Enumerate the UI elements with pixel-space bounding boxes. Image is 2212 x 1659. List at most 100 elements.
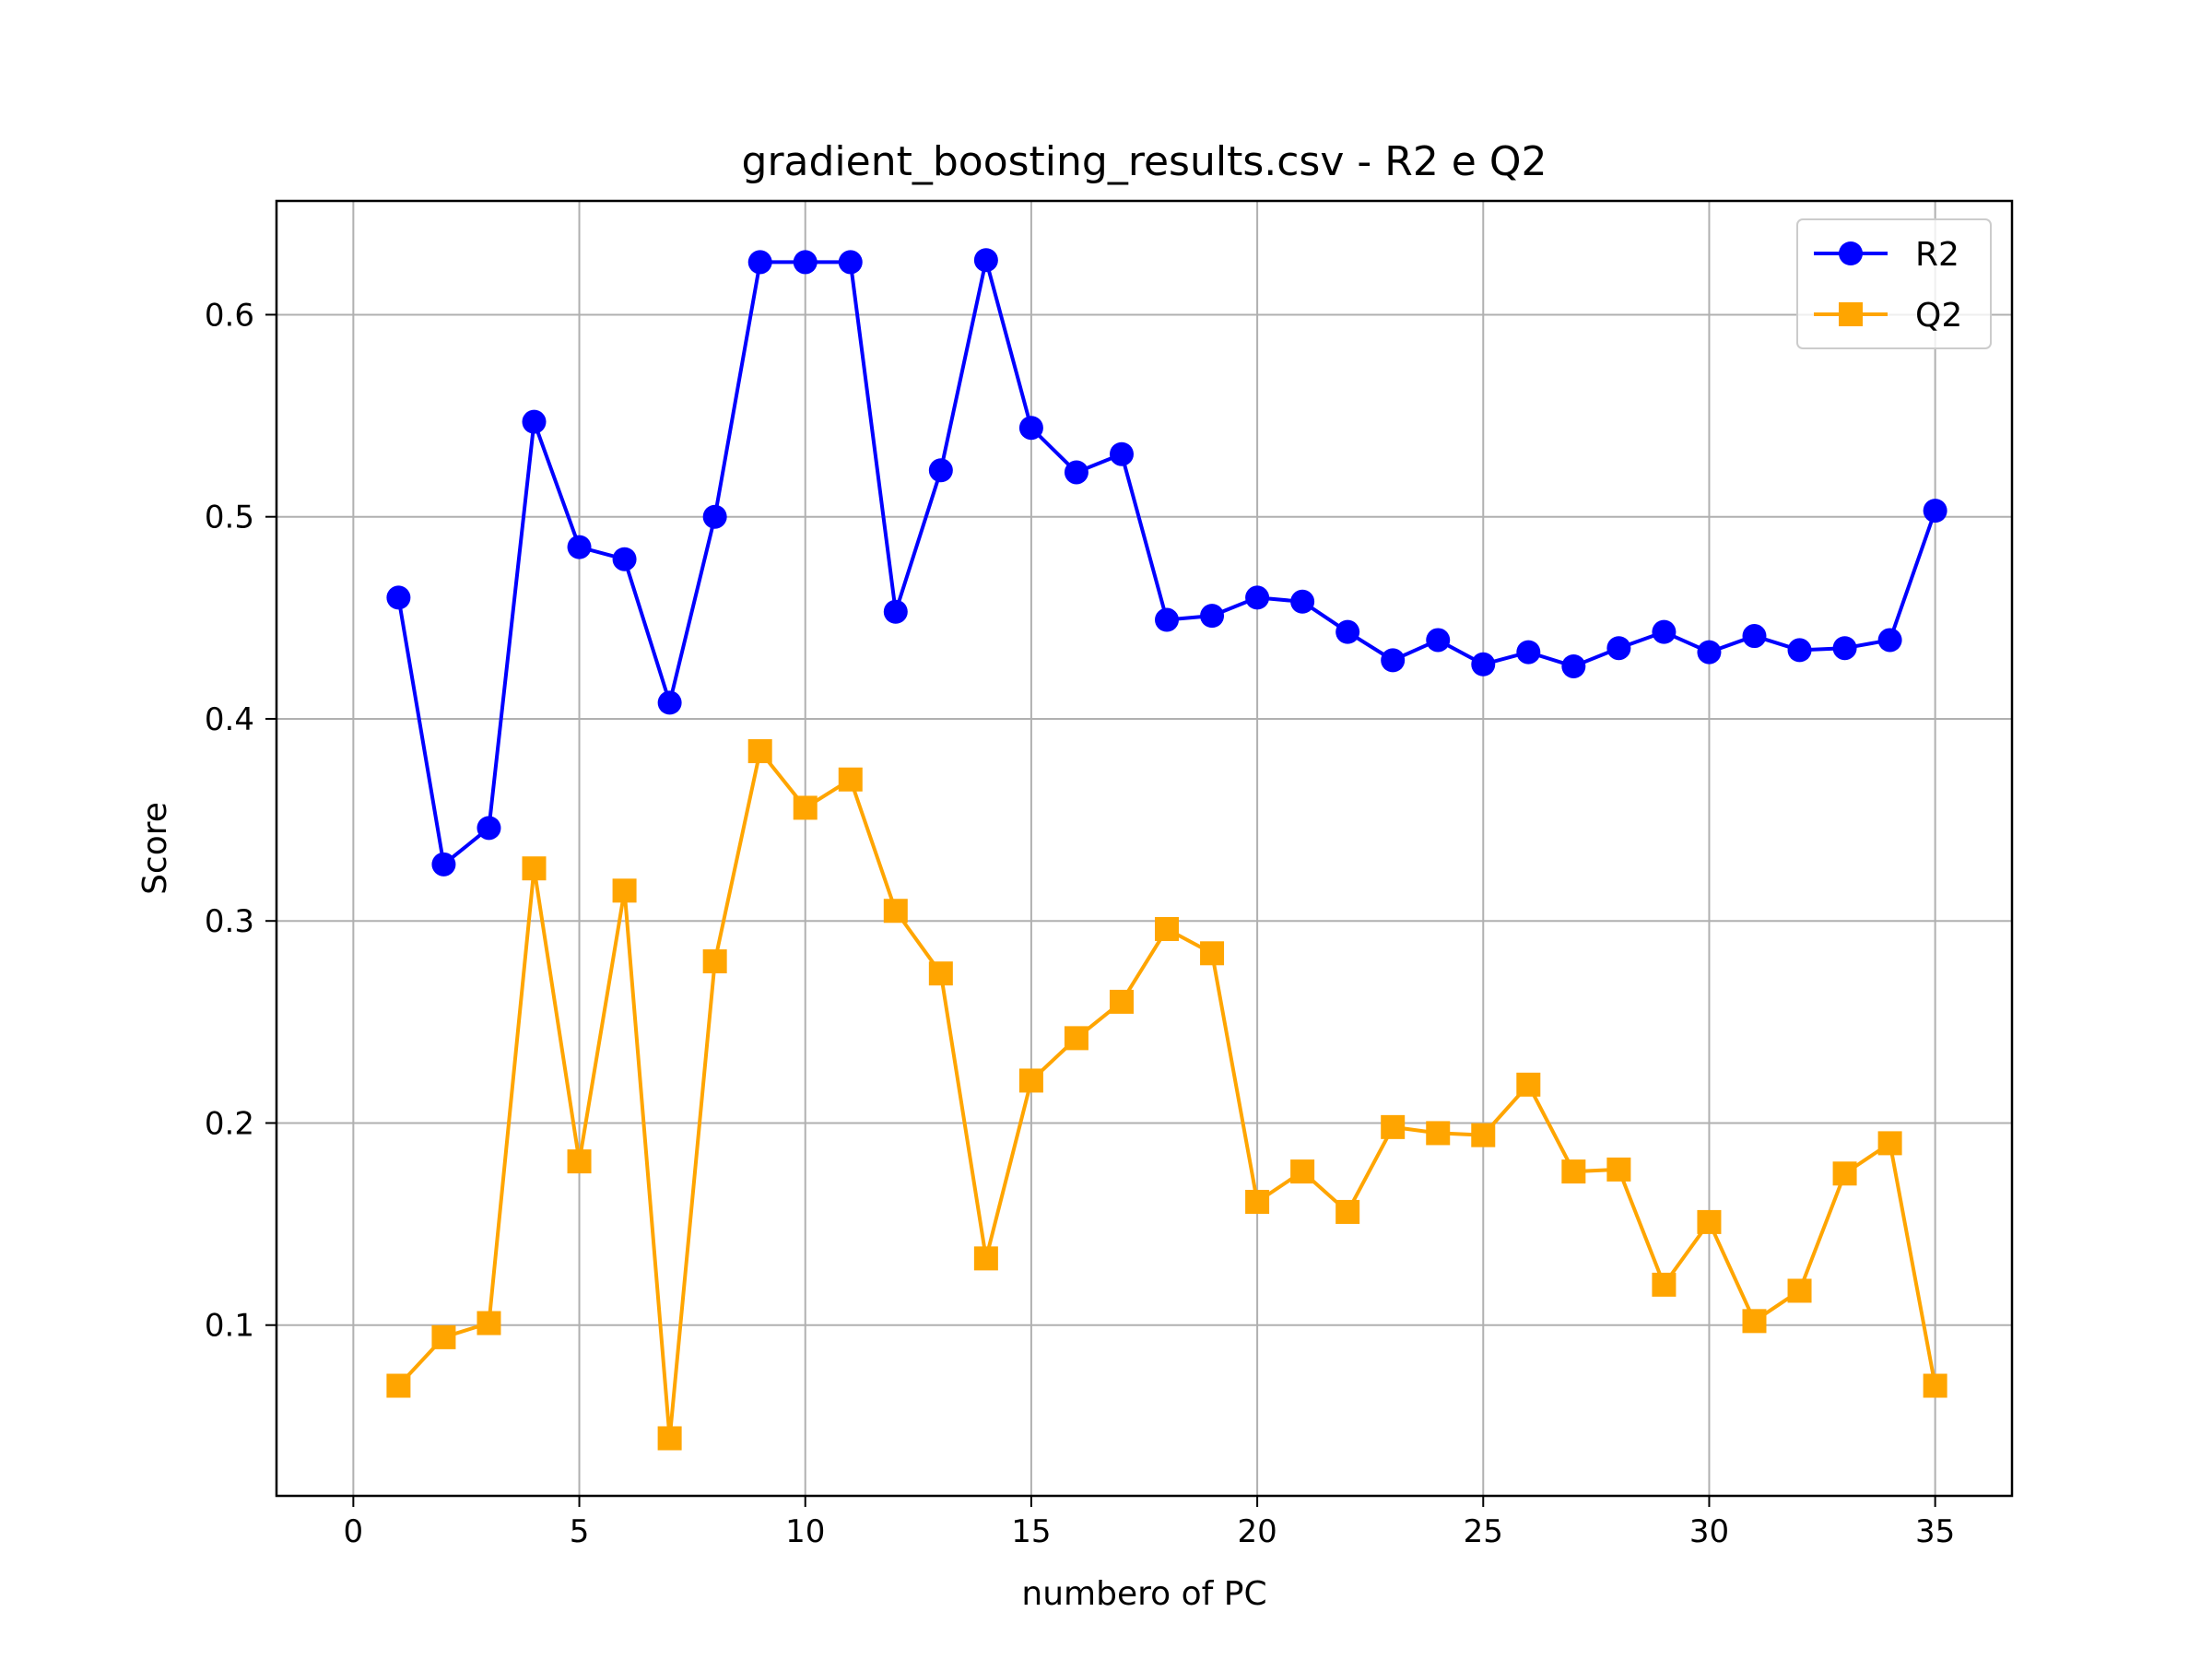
data-point-R2 <box>1335 619 1360 644</box>
data-point-R2 <box>1200 604 1225 629</box>
x-tick-label: 5 <box>570 1513 590 1550</box>
data-point-Q2 <box>702 949 727 974</box>
data-point-Q2 <box>1155 916 1180 941</box>
data-point-Q2 <box>1606 1157 1631 1182</box>
data-point-Q2 <box>1426 1121 1451 1146</box>
x-tick-label: 10 <box>785 1513 825 1550</box>
data-point-R2 <box>477 816 501 841</box>
data-point-R2 <box>1652 619 1677 644</box>
data-point-Q2 <box>1877 1131 1902 1156</box>
data-point-R2 <box>1923 499 1947 524</box>
y-tick-label: 0.5 <box>205 500 254 536</box>
legend-label: R2 <box>1915 236 1959 274</box>
y-axis-title: Score <box>136 802 174 895</box>
legend-item-Q2: Q2 <box>1814 297 1962 335</box>
x-tick-label: 20 <box>1237 1513 1277 1550</box>
legend-item-R2: R2 <box>1814 236 1959 274</box>
y-tick-label: 0.2 <box>205 1105 254 1142</box>
data-point-R2 <box>1787 638 1812 663</box>
data-point-Q2 <box>612 878 637 903</box>
data-point-Q2 <box>793 795 818 820</box>
data-point-Q2 <box>1335 1199 1360 1224</box>
x-tick-label: 35 <box>1915 1513 1955 1550</box>
x-tick-label: 30 <box>1689 1513 1729 1550</box>
data-point-Q2 <box>1923 1373 1947 1398</box>
data-point-R2 <box>883 599 908 624</box>
data-point-Q2 <box>1697 1209 1722 1234</box>
data-point-Q2 <box>747 739 772 764</box>
data-point-R2 <box>1018 416 1043 441</box>
y-tick-label: 0.1 <box>205 1308 254 1345</box>
data-point-R2 <box>702 504 727 529</box>
x-tick-label: 15 <box>1011 1513 1051 1550</box>
data-point-Q2 <box>657 1426 682 1451</box>
data-point-R2 <box>1742 624 1767 649</box>
data-point-Q2 <box>1290 1159 1315 1184</box>
series-R2 <box>386 248 1947 877</box>
data-point-Q2 <box>1471 1123 1496 1147</box>
data-point-Q2 <box>1381 1114 1406 1139</box>
data-point-R2 <box>1697 640 1722 665</box>
data-point-Q2 <box>1018 1068 1043 1093</box>
data-point-Q2 <box>1200 941 1225 966</box>
data-point-R2 <box>1426 628 1451 653</box>
legend-marker <box>1839 241 1863 265</box>
data-point-Q2 <box>477 1311 501 1335</box>
data-point-R2 <box>431 852 456 877</box>
legend-marker <box>1839 302 1863 326</box>
data-point-R2 <box>386 585 411 610</box>
data-point-Q2 <box>1064 1026 1088 1051</box>
data-point-R2 <box>928 458 953 483</box>
data-point-Q2 <box>1109 989 1134 1014</box>
data-point-R2 <box>522 409 547 434</box>
data-point-R2 <box>1245 585 1270 610</box>
data-point-R2 <box>1064 460 1088 485</box>
x-axis-title: numbero of PC <box>1021 1575 1266 1613</box>
data-point-R2 <box>612 547 637 571</box>
legend: R2 Q2 <box>1796 218 1992 349</box>
legend-label: Q2 <box>1915 297 1962 335</box>
data-point-Q2 <box>567 1149 592 1174</box>
data-point-R2 <box>747 250 772 275</box>
data-point-R2 <box>1877 628 1902 653</box>
data-point-R2 <box>793 250 818 275</box>
data-point-Q2 <box>1787 1278 1812 1303</box>
data-point-R2 <box>1471 652 1496 677</box>
series-Q2 <box>386 739 1947 1451</box>
x-tick-label: 25 <box>1464 1513 1503 1550</box>
data-point-Q2 <box>431 1324 456 1349</box>
data-point-R2 <box>1832 636 1857 661</box>
data-point-R2 <box>1109 441 1134 466</box>
x-tick-label: 0 <box>344 1513 364 1550</box>
y-tick-label: 0.6 <box>205 297 254 334</box>
data-point-Q2 <box>1742 1309 1767 1334</box>
data-point-R2 <box>1155 607 1180 632</box>
data-point-R2 <box>1516 640 1541 665</box>
data-point-R2 <box>1606 636 1631 661</box>
data-point-Q2 <box>1561 1159 1586 1184</box>
data-point-Q2 <box>1832 1161 1857 1186</box>
data-point-Q2 <box>386 1373 411 1398</box>
data-point-R2 <box>838 250 863 275</box>
data-point-Q2 <box>838 767 863 792</box>
data-point-R2 <box>567 535 592 559</box>
data-point-Q2 <box>522 856 547 881</box>
y-tick-label: 0.4 <box>205 701 254 738</box>
legend-items: R2 Q2 <box>1814 236 1962 335</box>
chart-title: gradient_boosting_results.csv - R2 e Q2 <box>742 138 1547 185</box>
data-point-R2 <box>973 248 998 273</box>
data-point-Q2 <box>883 899 908 924</box>
data-point-R2 <box>1561 653 1586 678</box>
plot-series <box>386 248 1947 1451</box>
data-point-Q2 <box>928 961 953 986</box>
axes: 0 5 10 15 20 25 30 35 0.1 0.2 0.3 0.4 0.5 0.6 <box>205 297 1955 1550</box>
data-point-Q2 <box>1245 1189 1270 1214</box>
data-point-Q2 <box>1652 1272 1677 1297</box>
data-point-Q2 <box>973 1246 998 1271</box>
data-point-Q2 <box>1516 1072 1541 1097</box>
data-point-R2 <box>657 690 682 715</box>
data-point-R2 <box>1381 648 1406 673</box>
data-point-R2 <box>1290 589 1315 614</box>
y-tick-label: 0.3 <box>205 903 254 940</box>
